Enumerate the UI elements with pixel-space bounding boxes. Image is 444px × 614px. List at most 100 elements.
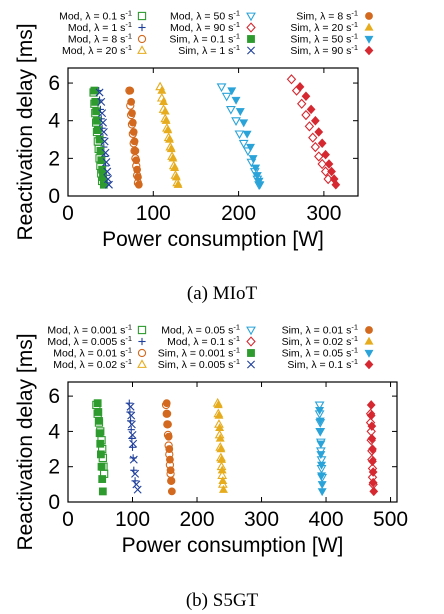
- legend-marker: [246, 326, 256, 336]
- legend-item: Sim, λ = 0.01 s-1: [282, 323, 373, 337]
- data-point: [315, 428, 325, 437]
- data-point: [215, 423, 225, 432]
- legend-item: Mod, λ = 1 s-1: [68, 20, 146, 34]
- series: [93, 399, 107, 496]
- y-tick-label: 6: [48, 72, 60, 95]
- y-axis-label: Reactivation delay [ms]: [14, 333, 37, 550]
- x-tick-label: 300: [244, 508, 279, 531]
- data-point: [99, 180, 108, 189]
- legend-marker: [247, 360, 255, 369]
- data-point: [129, 455, 138, 464]
- data-point: [170, 163, 180, 171]
- data-point: [331, 179, 341, 190]
- legend-marker: [246, 12, 256, 22]
- legend-label: Sim, λ = 90 s-1: [290, 43, 358, 57]
- series: [126, 86, 143, 189]
- x-tick-label: 0: [62, 202, 74, 225]
- data-point: [95, 88, 104, 97]
- data-point: [94, 408, 103, 416]
- legend-label-name: Sim, λ = 0.05 s: [282, 348, 352, 360]
- data-point: [166, 455, 174, 464]
- data-point: [368, 467, 378, 477]
- legend-label: Sim, λ = 0.1 s-1: [169, 32, 240, 46]
- data-point: [216, 83, 227, 93]
- legend-label-name: Sim, λ = 1 s: [178, 45, 233, 57]
- data-point: [129, 439, 138, 448]
- legend-item: Mod, λ = 0.1 s-1: [59, 9, 147, 23]
- data-point: [252, 172, 262, 181]
- data-point: [159, 97, 169, 106]
- legend-label-superscript: -1: [233, 357, 240, 366]
- legend-label-name: Sim, λ = 0.1 s: [287, 359, 351, 371]
- series: [286, 74, 333, 185]
- legend-label: Sim, λ = 0.1 s-1: [287, 357, 358, 371]
- legend-marker: [138, 337, 146, 346]
- legend-label-name: Mod, λ = 0.005 s: [47, 336, 125, 348]
- data-point: [317, 472, 326, 481]
- data-point: [93, 126, 102, 135]
- x-tick-label: 200: [221, 202, 256, 225]
- data-point: [164, 432, 173, 441]
- data-point: [317, 461, 326, 470]
- y-tick-label: 0: [48, 491, 60, 514]
- legend-label-superscript: -1: [125, 9, 132, 18]
- legend-marker: [137, 325, 147, 335]
- plot-frame: [67, 381, 398, 503]
- x-tick-label: 300: [306, 202, 341, 225]
- data-point: [134, 173, 142, 182]
- legend-label-superscript: -1: [351, 32, 358, 41]
- data-point: [126, 86, 135, 95]
- data-point: [368, 477, 378, 488]
- legend-label-superscript: -1: [233, 32, 240, 41]
- legend-label-superscript: -1: [125, 20, 132, 29]
- data-point: [133, 165, 141, 174]
- data-point: [103, 167, 112, 176]
- data-point: [97, 462, 106, 471]
- data-point: [164, 420, 172, 429]
- legend-label-name: Sim, λ = 0.02 s: [282, 336, 352, 348]
- data-point: [126, 402, 135, 411]
- legend-label-superscript: -1: [233, 20, 240, 29]
- data-point: [162, 399, 171, 408]
- legend-label-name: Sim, λ = 0.01 s: [282, 325, 352, 337]
- legend-item: Mod, λ = 0.005 s-1: [47, 334, 146, 348]
- data-point: [317, 158, 327, 170]
- y-tick-label: 0: [48, 185, 60, 208]
- legend-label-superscript: -1: [233, 323, 240, 332]
- legend-label-superscript: -1: [233, 334, 240, 343]
- data-point: [132, 480, 141, 489]
- legend-item: Sim, λ = 0.02 s-1: [282, 334, 374, 348]
- legend-label-superscript: -1: [125, 43, 132, 52]
- legend-item: Mod, λ = 0.1 s-1: [167, 334, 256, 348]
- data-point: [243, 147, 253, 157]
- data-point: [366, 400, 376, 410]
- x-axis-label: Power consumption [W]: [102, 228, 324, 251]
- data-point: [234, 130, 245, 140]
- legend-label-name: Sim, λ = 50 s: [290, 34, 351, 46]
- plot-frame: [67, 67, 359, 197]
- legend-label: Mod, λ = 0.1 s-1: [167, 334, 240, 348]
- data-point: [93, 399, 102, 408]
- y-tick-label: 4: [48, 110, 60, 133]
- data-point: [102, 158, 111, 167]
- legend-marker: [364, 336, 374, 345]
- legend-label-superscript: -1: [233, 43, 240, 52]
- legend-label: Mod, λ = 8 s-1: [68, 32, 132, 46]
- legend-label: Sim, λ = 1 s-1: [178, 43, 240, 57]
- legend-label-superscript: -1: [125, 346, 132, 355]
- data-point: [304, 121, 315, 132]
- data-point: [97, 450, 105, 459]
- data-point: [235, 108, 245, 117]
- data-point: [324, 159, 334, 169]
- legend-item: Mod, λ = 0.001 s-1: [47, 323, 147, 337]
- data-point: [321, 149, 330, 160]
- data-point: [163, 409, 172, 418]
- legend-item: Sim, λ = 0.1 s-1: [169, 32, 255, 46]
- y-tick-label: 2: [48, 456, 60, 479]
- legend-label-name: Sim, λ = 20 s: [290, 22, 351, 34]
- data-point: [226, 105, 236, 115]
- data-point: [367, 421, 377, 431]
- series: [227, 87, 265, 190]
